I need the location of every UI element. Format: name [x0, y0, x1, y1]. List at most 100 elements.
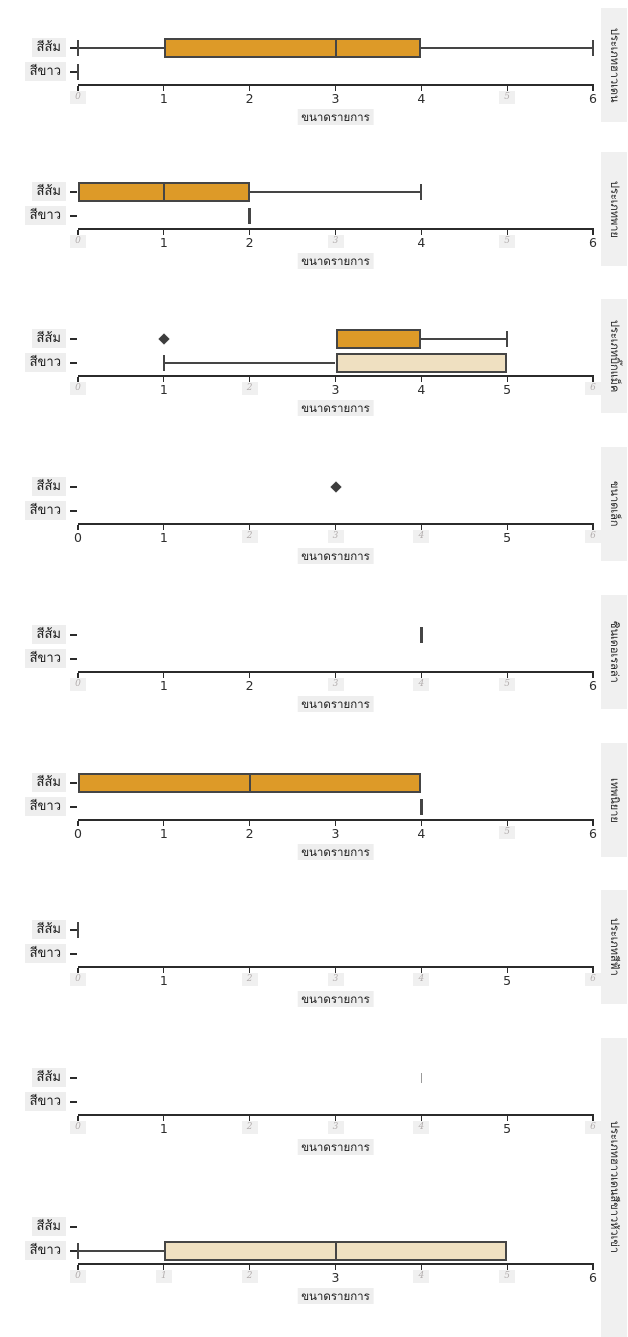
panel-7-xaxis-label: ขนาดรายการ — [297, 1139, 374, 1155]
panel-2-white-box — [335, 353, 508, 373]
panel-1-xtick-2 — [249, 230, 251, 235]
panel-7-xtick-label-5: 5 — [503, 1121, 512, 1136]
panel-1-xaxis-label: ขนาดรายการ — [297, 253, 374, 269]
panel-5-white-single-value-marker — [420, 799, 423, 815]
panel-7-xtick-2 — [249, 1116, 251, 1121]
panel-8-xtick-3 — [334, 1265, 337, 1270]
facet-strip-6: ประเภทสีฟ้า — [601, 890, 627, 1004]
facet-row-label-6: ประเภทสีฟ้า — [608, 918, 621, 976]
panel-8-xtick-label-5-ghost: 5 — [499, 1270, 516, 1283]
panel-3-xaxis-line — [78, 523, 594, 525]
panel-4-xtick-2 — [249, 673, 251, 678]
panel-0-ytick-0 — [70, 47, 77, 49]
panel-2-xtick-label-5: 5 — [503, 382, 512, 397]
panel-6-ylabel-1: สีขาว — [24, 944, 66, 963]
panel-2-xaxis-label: ขนาดรายการ — [297, 400, 374, 416]
panel-6-ylabel-0: สีส้ม — [31, 920, 66, 939]
panel-1-xtick-label-4: 4 — [417, 235, 426, 250]
panel-3-orange-outlier-diamond-0 — [329, 481, 342, 493]
panel-0-xtick-label-2: 2 — [245, 91, 254, 106]
panel-2-xtick-6 — [592, 377, 594, 382]
panel-5-ylabel-0: สีส้ม — [31, 773, 66, 792]
panel-2-orange-cap-right — [506, 331, 509, 347]
panel-5-xaxis-label: ขนาดรายการ — [297, 844, 374, 860]
panel-0-xtick-3 — [334, 86, 337, 91]
panel-5-xtick-label-1: 1 — [159, 826, 168, 841]
panel-8-xaxis-line — [78, 1263, 594, 1265]
panel-0-orange-whisker-left — [78, 47, 164, 49]
panel-6-xtick-label-1: 1 — [159, 973, 168, 988]
panel-8-white-median-line — [334, 1242, 337, 1260]
panel-1-xtick-4 — [420, 230, 422, 235]
panel-2-white-whisker-left — [163, 362, 336, 364]
panel-3-xtick-6 — [592, 525, 594, 530]
panel-5-xtick-2 — [249, 821, 251, 826]
panel-7-xtick-4 — [420, 1116, 422, 1121]
panel-1-xtick-6 — [592, 230, 594, 235]
panel-0-orange-cap-right — [592, 40, 594, 56]
panel-2-ylabel-1: สีขาว — [24, 353, 66, 372]
panel-5-xtick-0 — [77, 821, 79, 826]
panel-7-xtick-label-3-ghost: 3 — [327, 1121, 344, 1134]
panel-2-xtick-5 — [506, 377, 508, 382]
panel-0-xaxis-label: ขนาดรายการ — [297, 109, 374, 125]
panel-6-xtick-4 — [420, 968, 422, 973]
panel-0-xtick-label-1: 1 — [159, 91, 168, 106]
panel-3-xtick-label-2-ghost: 2 — [241, 530, 258, 543]
panel-8-ytick-1 — [70, 1250, 77, 1252]
panel-8-xtick-6 — [592, 1265, 594, 1270]
facet-strip-2: ประเภทบิ๊กแม็ค — [601, 299, 627, 413]
panel-3-ylabel-0: สีส้ม — [31, 477, 66, 496]
panel-4-xaxis-label: ขนาดรายการ — [297, 696, 374, 712]
panel-0-xaxis-line — [78, 84, 594, 86]
panel-4-xtick-5 — [506, 673, 508, 678]
panel-1-xtick-label-1: 1 — [159, 235, 168, 250]
facet-row-label-1: ประเภทพาย — [608, 180, 621, 238]
facet-row-label-8: ประเภทฮาวเดนสีขาวหัวเข่า — [608, 1121, 621, 1254]
panel-7-xtick-label-1: 1 — [159, 1121, 168, 1136]
panel-8-xtick-1 — [163, 1265, 165, 1270]
panel-6-xtick-label-3-ghost: 3 — [327, 973, 344, 986]
panel-6-xtick-5 — [506, 968, 508, 973]
panel-4-xtick-label-2: 2 — [245, 678, 254, 693]
panel-0-xtick-label-6: 6 — [589, 91, 597, 106]
panel-4-ylabel-1: สีขาว — [24, 649, 66, 668]
panel-4-xtick-label-4-ghost: 4 — [413, 678, 430, 691]
panel-0-ylabel-0: สีส้ม — [31, 38, 66, 57]
panel-4-xtick-label-6: 6 — [589, 678, 597, 693]
panel-7-xtick-5 — [506, 1116, 508, 1121]
facet-strip-7: ประเภทฮาวเดนสีขาวหัวเข่า — [601, 1038, 627, 1337]
panel-8-xtick-label-1-ghost: 1 — [155, 1270, 172, 1283]
panel-4-xtick-label-5-ghost: 5 — [499, 678, 516, 691]
panel-5-ytick-1 — [70, 806, 77, 808]
panel-7-orange-single-value-marker — [420, 1073, 423, 1083]
panel-7-xtick-label-6-ghost: 6 — [585, 1121, 601, 1134]
panel-7-xaxis-line — [78, 1114, 594, 1116]
facet-row-label-2: ประเภทบิ๊กแม็ค — [608, 319, 621, 393]
panel-4-ytick-1 — [70, 658, 77, 660]
panel-7-xtick-0 — [77, 1116, 79, 1121]
panel-3-xtick-5 — [506, 525, 508, 530]
panel-4-ytick-0 — [70, 634, 77, 636]
facet-strip-0: ประเภทฮาวเดน — [601, 8, 627, 122]
panel-5-xtick-label-0: 0 — [74, 826, 82, 841]
panel-2-xtick-label-2-ghost: 2 — [241, 382, 258, 395]
panel-5-ylabel-1: สีขาว — [24, 797, 66, 816]
panel-4-xtick-label-3-ghost: 3 — [327, 678, 344, 691]
panel-3-xaxis-label: ขนาดรายการ — [297, 548, 374, 564]
panel-2-ytick-0 — [70, 338, 77, 340]
panel-7-xtick-3 — [334, 1116, 337, 1121]
panel-2-xaxis-line — [78, 375, 594, 377]
panel-1-xtick-label-0-ghost: 0 — [70, 235, 86, 248]
panel-7-xtick-label-0-ghost: 0 — [70, 1121, 86, 1134]
panel-0-xtick-6 — [592, 86, 594, 91]
panel-6-orange-single-value-marker — [76, 922, 80, 938]
panel-0-xtick-label-5-ghost: 5 — [499, 91, 516, 104]
panel-2-orange-outlier-diamond-0 — [158, 333, 170, 345]
panel-4-ylabel-0: สีส้ม — [31, 625, 66, 644]
panel-5-xtick-1 — [163, 821, 165, 826]
facet-row-label-3: ขนาดเล็ก — [608, 481, 621, 527]
panel-3-ytick-1 — [70, 510, 77, 512]
panel-6-xtick-2 — [249, 968, 251, 973]
panel-0-orange-whisker-right — [421, 47, 593, 49]
